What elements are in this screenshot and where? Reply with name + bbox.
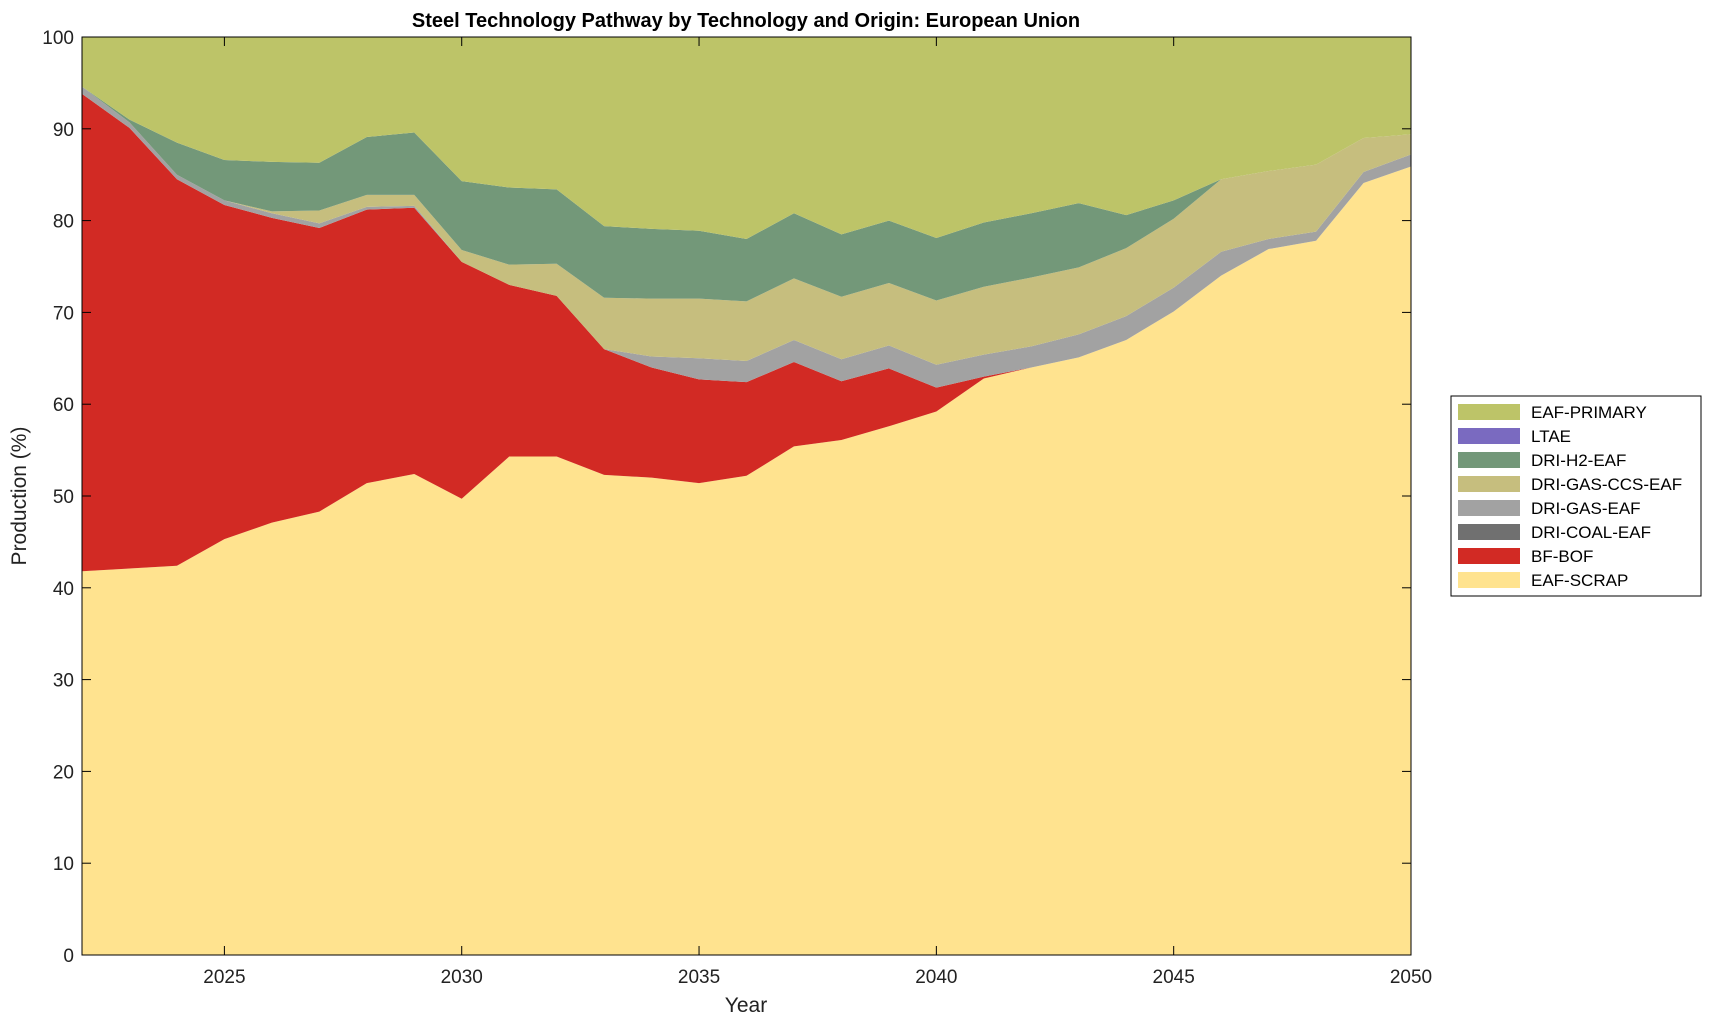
area-dri-gas-ccs-eaf [82,86,1411,365]
legend-label-dri-gas-ccs-eaf: DRI-GAS-CCS-EAF [1531,475,1682,494]
y-tick-label: 80 [53,212,74,233]
legend-label-dri-coal-eaf: DRI-COAL-EAF [1531,523,1651,542]
y-tick-label: 70 [53,303,74,324]
y-tick-label: 30 [53,671,74,692]
legend-swatch-eaf-scrap [1458,572,1520,588]
legend-label-dri-gas-eaf: DRI-GAS-EAF [1531,499,1641,518]
legend-label-bf-bof: BF-BOF [1531,547,1593,566]
legend-swatch-ltae [1458,428,1520,444]
y-tick-label: 90 [53,120,74,141]
x-axis: 2025 2030 2035 2040 2045 2050 [203,37,1432,988]
legend-label-dri-h2-eaf: DRI-H2-EAF [1531,451,1626,470]
y-tick-label: 100 [42,28,74,49]
legend-swatch-dri-coal-eaf [1458,524,1520,540]
x-tick-label: 2045 [1153,967,1195,988]
legend-swatch-dri-h2-eaf [1458,452,1520,468]
legend-label-ltae: LTAE [1531,427,1571,446]
y-tick-label: 60 [53,395,74,416]
y-tick-label: 0 [63,946,74,967]
legend: EAF-PRIMARY LTAE DRI-H2-EAF DRI-GAS-CCS-EAF… [1450,395,1702,597]
legend-swatch-eaf-primary [1458,404,1520,420]
chart-title: Steel Technology Pathway by Technology a… [412,10,1080,32]
x-tick-label: 2025 [203,967,245,988]
y-tick-label: 20 [53,762,74,783]
y-tick-label: 40 [53,579,74,600]
area-eaf-scrap [82,166,1411,955]
x-axis-title: Year [725,994,767,1017]
y-tick-label: 10 [53,854,74,875]
y-axis: 0 10 20 30 40 50 60 70 80 90 100 [42,28,1411,967]
x-tick-label: 2040 [915,967,957,988]
x-tick-label: 2050 [1390,967,1432,988]
legend-box [1450,395,1702,597]
y-axis-title: Production (%) [8,427,31,566]
legend-label-eaf-primary: EAF-PRIMARY [1531,403,1647,422]
legend-label-eaf-scrap: EAF-SCRAP [1531,571,1628,590]
x-tick-label: 2030 [441,967,483,988]
area-eaf-primary [82,37,1411,239]
x-tick-label: 2035 [678,967,720,988]
area-dri-h2-eaf [82,86,1411,302]
legend-swatch-dri-gas-eaf [1458,500,1520,516]
area-series-group [82,37,1411,955]
area-bf-bof [82,93,1411,572]
legend-swatch-bf-bof [1458,548,1520,564]
legend-swatch-dri-gas-ccs-eaf [1458,476,1520,492]
y-tick-label: 50 [53,487,74,508]
